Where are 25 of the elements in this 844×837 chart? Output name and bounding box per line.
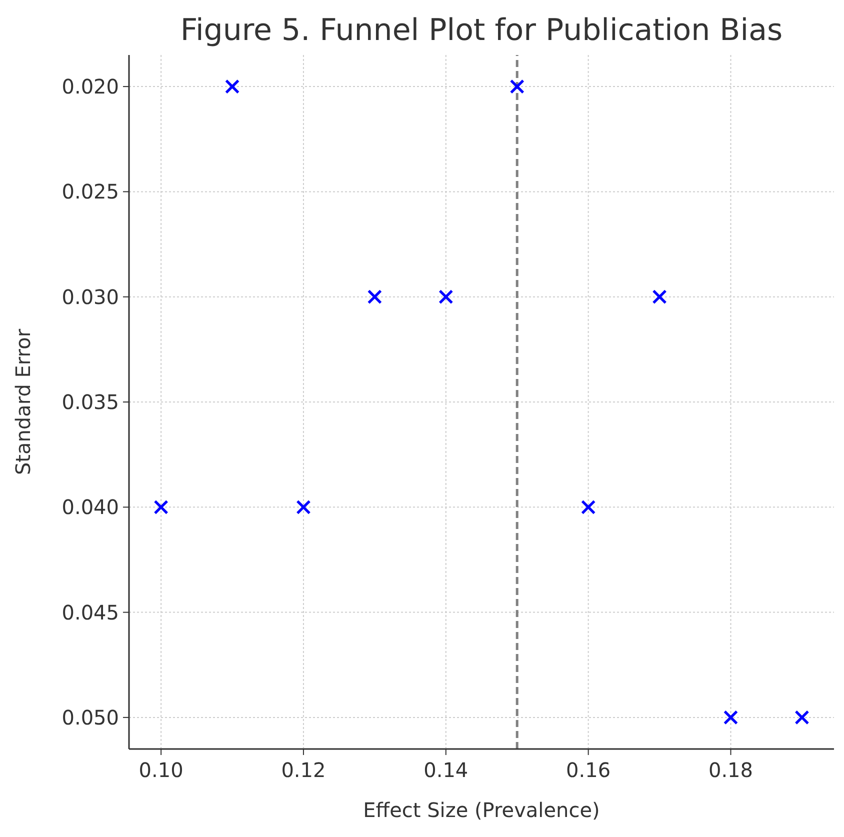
- x-tick-label: 0.10: [138, 758, 184, 782]
- point: [438, 290, 454, 304]
- point: [224, 79, 240, 94]
- y-tick-label: 0.020: [62, 74, 119, 99]
- y-tick-label: 0.035: [62, 390, 119, 414]
- point: [794, 710, 810, 725]
- point: [367, 290, 382, 304]
- x-tick-label: 0.12: [281, 758, 326, 782]
- x-tick-label: 0.18: [708, 758, 754, 782]
- y-tick-label: 0.040: [62, 495, 119, 520]
- x-axis-title: Effect Size (Prevalence): [363, 798, 600, 822]
- y-tick-label: 0.025: [62, 180, 119, 204]
- point: [581, 500, 596, 514]
- chart-title: Figure 5. Funnel Plot for Publication Bias: [180, 13, 783, 48]
- y-tick-label: 0.030: [62, 284, 119, 309]
- point: [510, 79, 524, 94]
- y-axis-title: Standard Error: [11, 328, 35, 476]
- x-tick-label: 0.14: [424, 758, 468, 782]
- y-tick-label: 0.045: [62, 600, 119, 624]
- point: [652, 290, 667, 304]
- y-tick-label: 0.050: [62, 705, 119, 730]
- x-tick-label: 0.16: [566, 758, 611, 782]
- point: [723, 710, 738, 725]
- point: [154, 500, 168, 514]
- point: [296, 500, 311, 514]
